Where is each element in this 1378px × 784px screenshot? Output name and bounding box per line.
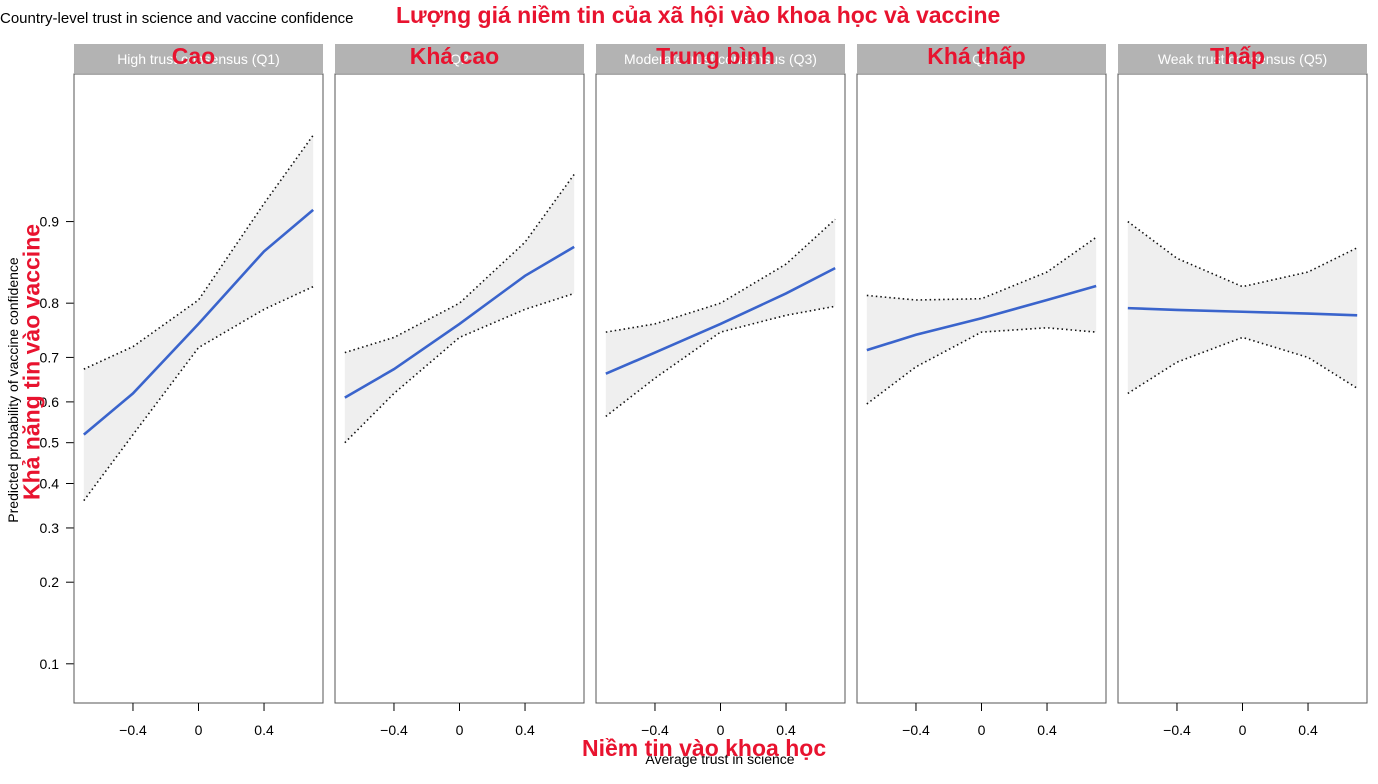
y-tick-label: 0.8 xyxy=(40,295,60,311)
x-tick-label: 0 xyxy=(1239,722,1247,738)
panel-border xyxy=(1117,73,1368,704)
confidence-band xyxy=(344,174,575,443)
facet-strip xyxy=(74,44,323,73)
overlay-x-label: Niềm tin vào khoa học xyxy=(582,735,827,761)
facet-panel-1: High trust consensus (Q1) −0.4 0 0.4 xyxy=(73,44,324,738)
y-tick-label: 0.6 xyxy=(40,394,60,410)
facet-strip xyxy=(335,44,584,73)
fit-line xyxy=(866,284,1097,352)
y-tick-label: 0.3 xyxy=(40,520,60,536)
ci-upper-line xyxy=(605,218,836,333)
ci-lower-line xyxy=(1127,336,1358,395)
confidence-band xyxy=(866,237,1097,404)
x-tick-label: 0 xyxy=(717,722,725,738)
x-tick-label: 0.4 xyxy=(1298,722,1318,738)
chart-title: Country-level trust in science and vacci… xyxy=(0,10,354,27)
x-tick-label: 0.4 xyxy=(776,722,796,738)
x-tick-label: 0.4 xyxy=(515,722,535,738)
fit-line xyxy=(82,208,315,436)
x-tick-label: −0.4 xyxy=(902,722,930,738)
y-tick-label: 0.9 xyxy=(40,214,60,230)
facet-strip xyxy=(857,44,1106,73)
facet-strip-label: Q4 xyxy=(972,51,991,67)
facet-panel-2: Q2 −0.4 0 0.4 xyxy=(334,44,585,738)
confidence-band xyxy=(605,219,836,417)
facet-panel-3: Moderate trust consensus (Q3) −0.4 0 0.4 xyxy=(595,44,846,738)
overlay-panel-label: Khá cao xyxy=(409,43,500,69)
y-tick-label: 0.5 xyxy=(40,435,60,451)
x-tick-label: 0 xyxy=(978,722,986,738)
x-tick-label: 0.4 xyxy=(1037,722,1057,738)
facet-strip-label: High trust consensus (Q1) xyxy=(117,51,280,67)
fit-line xyxy=(344,245,575,399)
x-tick-label: 0 xyxy=(195,722,203,738)
confidence-band xyxy=(83,135,314,501)
x-tick-label: 0 xyxy=(456,722,464,738)
facet-strip-label: Weak trust consensus (Q5) xyxy=(1158,51,1327,67)
ci-upper-line xyxy=(1127,220,1358,288)
ci-upper-line xyxy=(866,236,1097,301)
overlay-panel-label: Cao xyxy=(171,43,216,69)
x-axis-label: Average trust in science xyxy=(645,751,794,767)
facet-strip-label: Moderate trust consensus (Q3) xyxy=(624,51,817,67)
overlay-y-label: Khả năng tin vào vaccine xyxy=(18,223,45,501)
confidence-band xyxy=(1127,221,1358,394)
x-tick-label: −0.4 xyxy=(119,722,147,738)
facet-panel-5: Weak trust consensus (Q5) −0.4 0 0.4 xyxy=(1117,44,1368,738)
y-tick-label: 0.7 xyxy=(40,349,60,365)
x-tick-label: −0.4 xyxy=(1163,722,1191,738)
panel-border xyxy=(856,73,1107,704)
y-axis-label: Predicted probability of vaccine confide… xyxy=(5,257,21,523)
y-tick-label: 0.2 xyxy=(40,574,60,590)
x-tick-label: −0.4 xyxy=(641,722,669,738)
ci-lower-line xyxy=(866,326,1097,405)
overlay-panel-label: Thấp xyxy=(1210,43,1265,69)
x-tick-label: −0.4 xyxy=(380,722,408,738)
ci-upper-line xyxy=(83,134,314,370)
facet-panel-4: Q4 −0.4 0 0.4 xyxy=(856,44,1107,738)
y-axis: 0.1 0.2 0.3 0.4 0.5 0.6 0.7 0.8 0.9 xyxy=(40,214,74,672)
y-tick-label: 0.4 xyxy=(40,475,60,491)
x-tick-label: 0.4 xyxy=(254,722,274,738)
facet-strip xyxy=(596,44,845,73)
overlay-panel-label: Trung bình xyxy=(656,43,775,69)
overlay-panel-label: Khá thấp xyxy=(927,43,1026,69)
ci-lower-line xyxy=(83,285,314,502)
ci-lower-line xyxy=(344,292,575,444)
overlay-title: Lượng giá niềm tin của xã hội vào khoa h… xyxy=(396,2,1001,28)
facet-strip xyxy=(1118,44,1367,73)
fit-line xyxy=(1127,306,1358,317)
facet-strip-label: Q2 xyxy=(450,51,469,67)
panels: High trust consensus (Q1) −0.4 0 0.4 Q2 −0.4 0… xyxy=(73,44,1368,738)
ci-lower-line xyxy=(605,305,836,418)
fit-line xyxy=(605,266,836,375)
y-tick-label: 0.1 xyxy=(40,656,60,672)
